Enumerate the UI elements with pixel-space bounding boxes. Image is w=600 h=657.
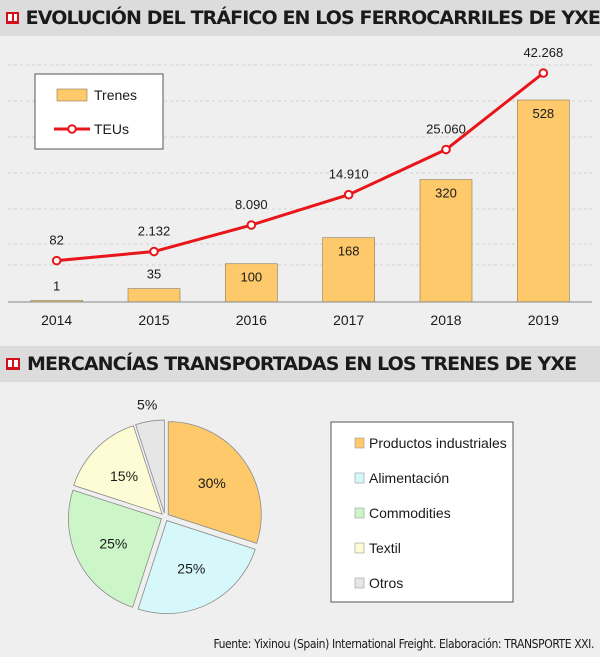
pie-slice [137, 520, 256, 614]
pie-slice [167, 421, 262, 544]
legend-swatch-trenes [56, 88, 88, 102]
goods-pie-chart: 30% 25% 25% 15% 5% Productos industriales Alim… [68, 396, 514, 614]
bar-label: 1 [53, 279, 60, 294]
slice-label: 25% [99, 535, 127, 551]
pie-legend-swatch [354, 507, 365, 519]
pie-legend-label: Productos industriales [369, 435, 507, 451]
pie-slice [68, 489, 162, 608]
slice-label: 30% [198, 475, 226, 491]
x-tick-label: 2015 [138, 312, 169, 328]
bar-label: 100 [240, 270, 262, 285]
point-teus [149, 246, 159, 257]
slice-label: 25% [177, 561, 205, 577]
bar-trenes [517, 99, 570, 303]
bar-label: 320 [435, 186, 457, 201]
traffic-chart-header: EVOLUCIÓN DEL TRÁFICO EN LOS FERROCARRIL… [0, 0, 600, 36]
x-tick-label: 2014 [41, 312, 72, 328]
pie-legend-label: Alimentación [369, 470, 449, 486]
legend-marker-teus [67, 124, 77, 134]
legend-label-trenes: Trenes [94, 87, 137, 103]
bar-trenes [419, 179, 473, 303]
bar-label: 35 [147, 267, 161, 282]
goods-chart-title: MERCANCÍAS TRANSPORTADAS EN LOS TRENES D… [27, 353, 577, 375]
pie-slice [73, 425, 163, 515]
point-label: 14.910 [329, 167, 369, 182]
bar-trenes [225, 263, 278, 303]
line-teus [56, 71, 545, 263]
legend-box [34, 73, 164, 150]
source-note: Fuente: Yixinou (Spain) International Fr… [213, 637, 594, 651]
traffic-chart-title: EVOLUCIÓN DEL TRÁFICO EN LOS FERROCARRIL… [25, 7, 600, 29]
pie-legend-label: Commodities [369, 505, 451, 521]
slice-label: 5% [137, 396, 157, 412]
point-label: 25.060 [426, 122, 466, 137]
x-tick-label: 2019 [528, 312, 559, 328]
x-tick-label: 2016 [236, 312, 267, 328]
pie-legend-swatch [354, 577, 365, 589]
point-label: 42.268 [523, 45, 563, 60]
point-teus [343, 189, 354, 200]
pie-slice [135, 419, 165, 514]
bar-label: 168 [338, 244, 360, 259]
point-teus [51, 255, 62, 266]
point-label: 82 [49, 233, 63, 248]
goods-chart-header: MERCANCÍAS TRANSPORTADAS EN LOS TRENES D… [0, 346, 600, 382]
point-teus [246, 220, 257, 230]
section-icon [6, 358, 20, 370]
pie-legend-box [330, 421, 514, 603]
slice-label: 15% [110, 468, 138, 484]
point-label: 8.090 [235, 197, 268, 212]
traffic-chart: 1 35 100 168 320 528 82 2.132 8.090 14.910 25.060 4… [8, 45, 592, 328]
x-tick-label: 2018 [430, 312, 461, 328]
pie-legend-swatch [354, 542, 365, 554]
x-tick-label: 2017 [333, 312, 364, 328]
goods-chart-panel: 30% 25% 25% 15% 5% Productos industriales Alim… [0, 382, 600, 657]
pie-legend-label: Textil [369, 540, 401, 556]
point-label: 2.132 [138, 224, 171, 239]
traffic-chart-panel: 1 35 100 168 320 528 82 2.132 8.090 14.910 25.060 4… [0, 36, 600, 346]
bar-label: 528 [532, 106, 554, 121]
bar-trenes [322, 237, 375, 303]
bar-trenes [127, 288, 181, 303]
pie-legend-swatch [354, 437, 365, 449]
point-teus [538, 68, 549, 78]
pie-legend-label: Otros [369, 575, 403, 591]
point-teus [441, 144, 451, 155]
pie-legend-swatch [354, 472, 365, 484]
legend-label-teus: TEUs [94, 121, 129, 137]
section-icon [6, 12, 19, 24]
